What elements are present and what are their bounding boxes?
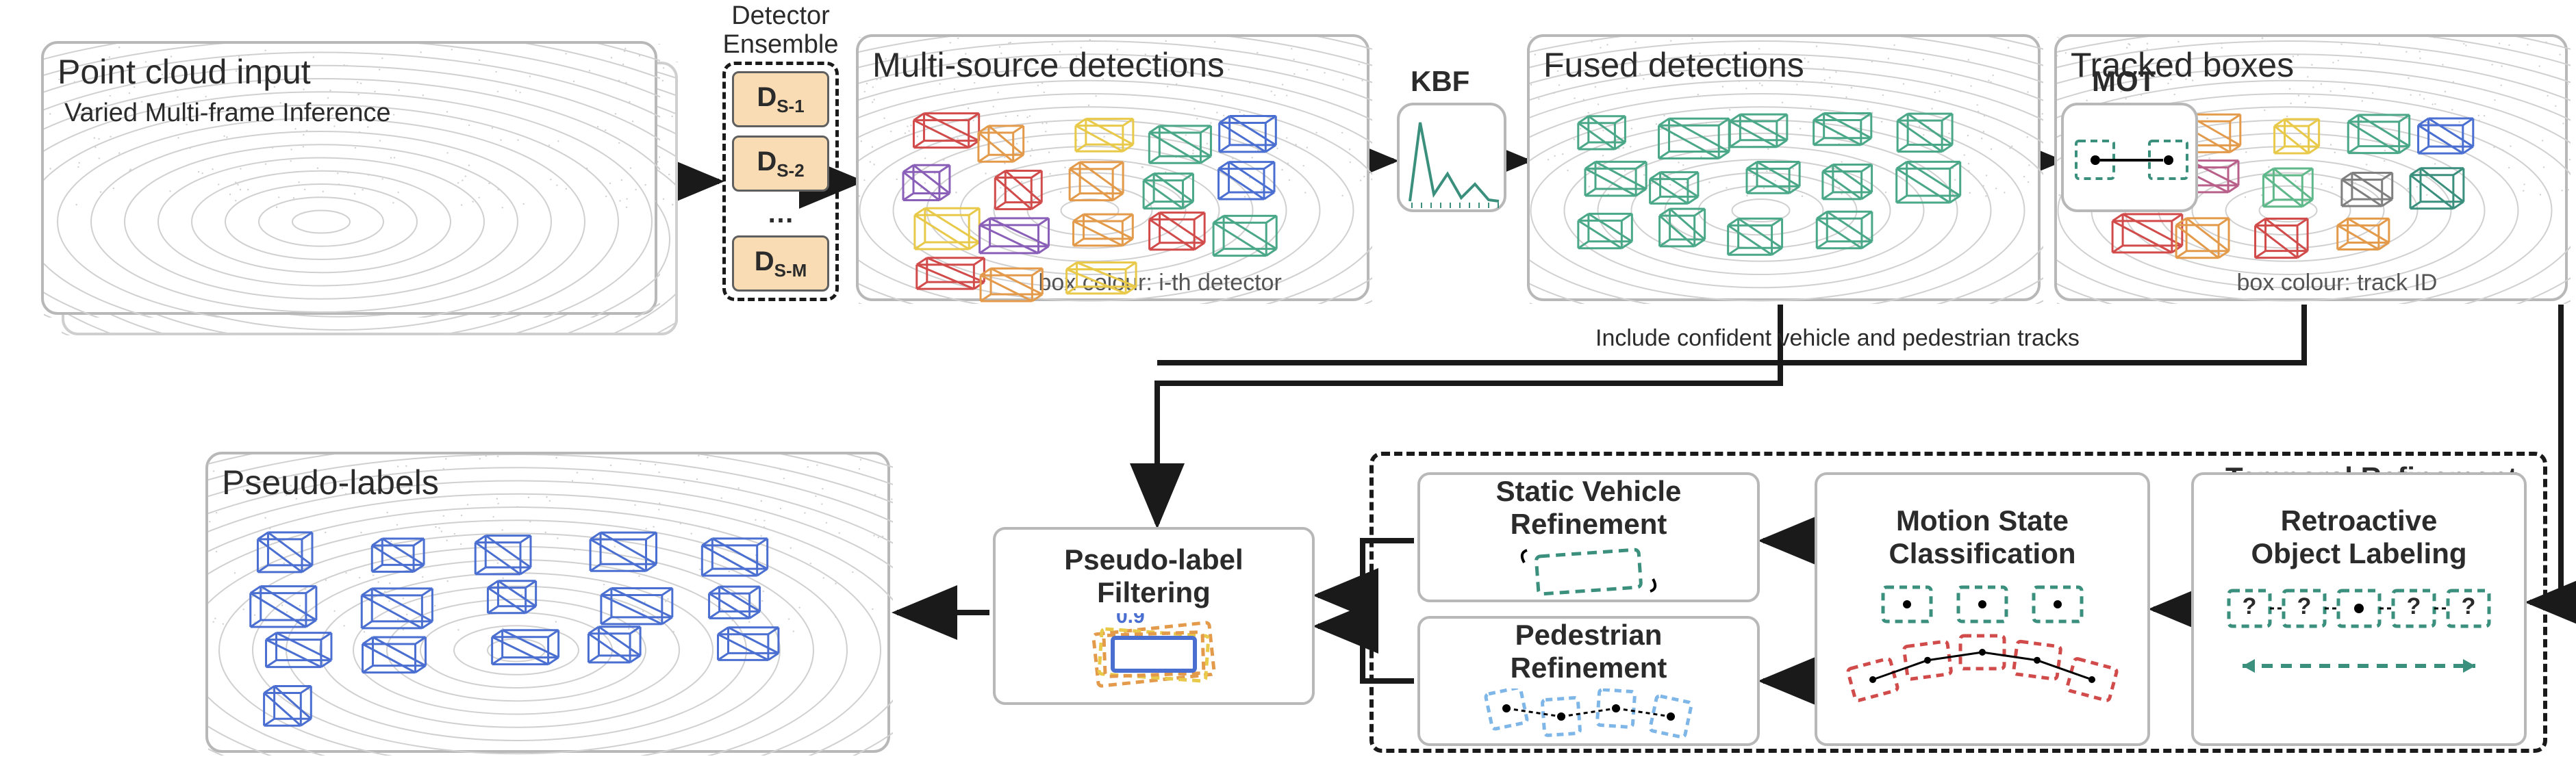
svg-text:?: ? — [2297, 593, 2312, 619]
pedestrian-refinement: PedestrianRefinement — [1417, 616, 1760, 746]
static-vehicle-refinement: Static VehicleRefinement — [1417, 472, 1760, 602]
pseudo-label-filtering-line2: Filtering — [1097, 576, 1211, 609]
static-vehicle-refinement-line1: Static Vehicle — [1496, 475, 1682, 508]
mot-title: MOT — [2092, 65, 2156, 98]
retroactive-object-labeling-line2: Object Labeling — [2251, 537, 2466, 570]
pipeline-diagram: Point cloud input Varied Multi-frame Infe… — [0, 0, 2576, 772]
motion-state-classification-line2: Classification — [1889, 537, 2075, 570]
panel-subtitle: Varied Multi-frame Inference — [64, 99, 391, 128]
static-vehicle-refinement-line2: Refinement — [1511, 508, 1667, 541]
mot-block — [2061, 103, 2198, 212]
motion-state-classification: Motion StateClassification — [1815, 472, 2150, 746]
detector-item-0: DS-1 — [732, 71, 829, 127]
pseudo-label-filtering: Pseudo-labelFiltering 0.9 — [993, 527, 1315, 705]
panel-title: Point cloud input — [58, 52, 311, 92]
retroactive-object-labeling: RetroactiveObject Labeling???? — [2191, 472, 2527, 746]
kbf-block — [1397, 103, 1506, 212]
svg-text:?: ? — [2407, 593, 2421, 619]
svg-text:?: ? — [2462, 593, 2476, 619]
detector-item-3: DS-M — [732, 235, 829, 292]
pedestrian-refinement-line2: Refinement — [1511, 652, 1667, 684]
svg-text:?: ? — [2243, 593, 2257, 619]
retroactive-object-labeling-line1: Retroactive — [2281, 504, 2438, 537]
svg-text:0.9: 0.9 — [1116, 613, 1145, 628]
pedestrian-refinement-line1: Pedestrian — [1515, 619, 1663, 652]
detector-item-1: DS-2 — [732, 136, 829, 192]
kbf-title: KBF — [1411, 65, 1469, 98]
pseudo-label-filtering-line1: Pseudo-label — [1064, 543, 1243, 576]
detector-ensemble-label-top: Detector — [719, 1, 842, 31]
detector-item-2: … — [732, 200, 829, 227]
include-confident-note: Include confident vehicle and pedestrian… — [1595, 325, 2080, 352]
detector-ensemble-label-bot: Ensemble — [719, 30, 842, 60]
motion-state-classification-line1: Motion State — [1896, 504, 2069, 537]
